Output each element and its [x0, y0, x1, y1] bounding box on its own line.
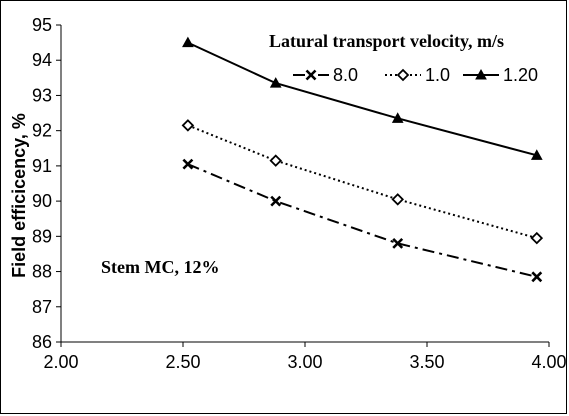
- triangle-marker: [391, 112, 404, 123]
- y-tick-label: 91: [32, 156, 52, 176]
- diamond-marker: [530, 231, 544, 245]
- x-tick-label: 2.50: [165, 352, 200, 372]
- y-tick-label: 92: [32, 121, 52, 141]
- diamond-marker: [391, 193, 404, 206]
- triangle-marker: [530, 149, 543, 160]
- series-layer: [181, 36, 544, 283]
- y-tick-label: 89: [32, 226, 52, 246]
- x-tick-label: 3.50: [409, 352, 444, 372]
- x-marker: [305, 69, 317, 81]
- x-marker: [531, 271, 543, 283]
- series-0: [182, 158, 543, 283]
- legend-label: 1.0: [425, 65, 450, 85]
- y-tick-label: 88: [32, 262, 52, 282]
- diamond-marker: [396, 68, 410, 82]
- x-tick-label: 2.00: [43, 352, 78, 372]
- y-ticks: 86 87 88 89 90 91 92 93 94 95: [32, 15, 61, 352]
- legend: Latural transport velocity, m/s 8.0 1.0 1.…: [269, 31, 538, 85]
- series-line: [187, 163, 538, 278]
- x-tick-label: 4.00: [531, 352, 566, 372]
- x-marker: [392, 237, 404, 249]
- diamond-marker: [181, 119, 195, 132]
- chart-annotation: Stem MC, 12%: [101, 257, 219, 277]
- triangle-marker: [182, 36, 194, 48]
- series-line: [187, 41, 538, 157]
- y-tick-label: 95: [32, 15, 52, 35]
- y-tick-label: 90: [32, 191, 52, 211]
- x-marker: [270, 195, 282, 207]
- legend-items: 8.0 1.0 1.20: [293, 65, 538, 85]
- axes: [60, 25, 549, 343]
- legend-label: 8.0: [333, 65, 358, 85]
- y-tick-label: 87: [32, 297, 52, 317]
- legend-title: Latural transport velocity, m/s: [269, 31, 504, 51]
- triangle-marker: [475, 68, 487, 80]
- series-1: [181, 119, 544, 245]
- x-ticks: 2.00 2.50 3.00 3.50 4.00: [43, 342, 566, 372]
- triangle-marker: [269, 77, 282, 88]
- legend-item-2: 1.20: [463, 65, 538, 85]
- series-2: [182, 36, 543, 160]
- diamond-marker: [269, 154, 282, 167]
- x-marker: [182, 158, 194, 170]
- y-tick-label: 94: [32, 50, 52, 70]
- y-axis-title: Field efficicency, %: [9, 113, 29, 278]
- y-tick-label: 93: [32, 85, 52, 105]
- y-tick-label: 86: [32, 332, 52, 352]
- legend-label: 1.20: [503, 65, 538, 85]
- x-tick-label: 3.00: [287, 352, 322, 372]
- legend-item-1: 1.0: [385, 65, 450, 85]
- legend-item-0: 8.0: [293, 65, 358, 85]
